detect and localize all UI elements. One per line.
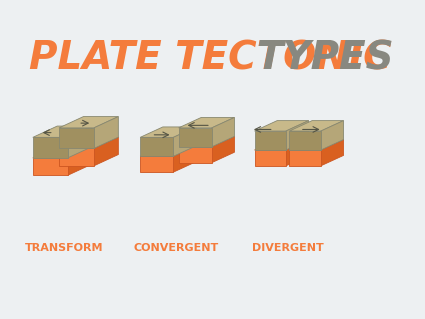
Polygon shape — [212, 137, 235, 163]
Polygon shape — [94, 116, 118, 148]
Polygon shape — [59, 116, 118, 128]
Polygon shape — [140, 127, 196, 137]
Polygon shape — [33, 147, 92, 158]
Polygon shape — [212, 117, 235, 147]
Polygon shape — [289, 121, 343, 131]
Polygon shape — [59, 148, 94, 166]
Polygon shape — [173, 127, 196, 156]
Polygon shape — [178, 117, 235, 128]
Polygon shape — [68, 126, 92, 158]
Text: PLATE TECTONIC: PLATE TECTONIC — [29, 39, 405, 77]
Polygon shape — [140, 156, 173, 172]
Polygon shape — [255, 140, 309, 150]
Polygon shape — [33, 158, 68, 175]
Text: DIVERGENT: DIVERGENT — [252, 243, 323, 253]
Polygon shape — [289, 131, 321, 150]
Text: CONVERGENT: CONVERGENT — [133, 243, 218, 253]
Polygon shape — [178, 128, 212, 147]
Polygon shape — [255, 121, 309, 131]
Polygon shape — [321, 121, 343, 150]
Polygon shape — [59, 128, 94, 148]
Polygon shape — [94, 137, 118, 166]
Polygon shape — [68, 147, 92, 175]
Polygon shape — [178, 147, 212, 163]
Polygon shape — [289, 150, 321, 166]
Polygon shape — [140, 137, 173, 156]
Polygon shape — [286, 140, 309, 166]
Polygon shape — [255, 131, 286, 150]
Polygon shape — [140, 146, 196, 156]
Polygon shape — [33, 137, 68, 158]
Polygon shape — [173, 146, 196, 172]
Text: TRANSFORM: TRANSFORM — [25, 243, 103, 253]
Polygon shape — [33, 126, 92, 137]
Polygon shape — [321, 140, 343, 166]
Polygon shape — [178, 137, 235, 147]
Polygon shape — [255, 150, 286, 166]
Text: TYPES: TYPES — [256, 39, 394, 77]
Polygon shape — [59, 137, 118, 148]
Polygon shape — [289, 140, 343, 150]
Polygon shape — [286, 121, 309, 150]
